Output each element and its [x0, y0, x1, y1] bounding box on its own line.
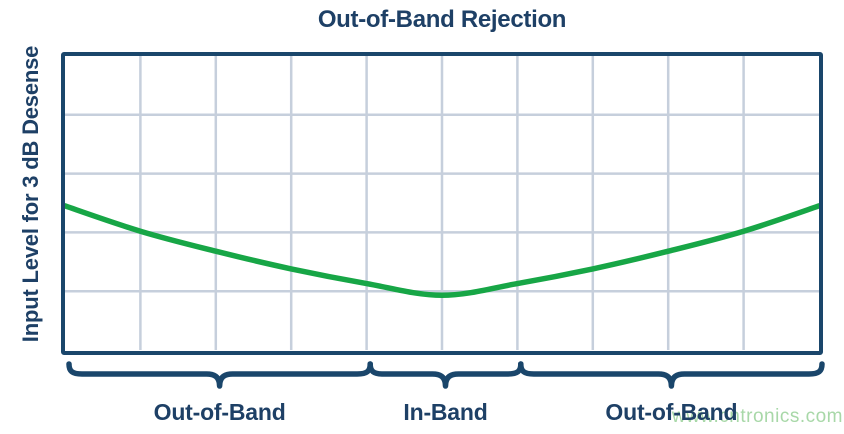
band-braces [66, 361, 825, 389]
grid-lines [65, 56, 819, 350]
brace-1 [367, 361, 524, 389]
plot-canvas [65, 56, 819, 350]
desense-curve [65, 203, 819, 299]
chart-title: Out-of-Band Rejection [317, 6, 567, 33]
plot-area [61, 52, 823, 355]
y-axis-label: Input Level for 3 dB Desense [18, 45, 43, 343]
band-label-in-band: In-Band [403, 399, 488, 425]
band-label-out-of-band-left: Out-of-Band [153, 399, 286, 425]
brace-0 [66, 361, 373, 389]
watermark: www.cntronics.com [671, 406, 843, 427]
band-label-out-of-band-right: Out-of-Band [605, 399, 738, 425]
brace-2 [518, 361, 825, 389]
